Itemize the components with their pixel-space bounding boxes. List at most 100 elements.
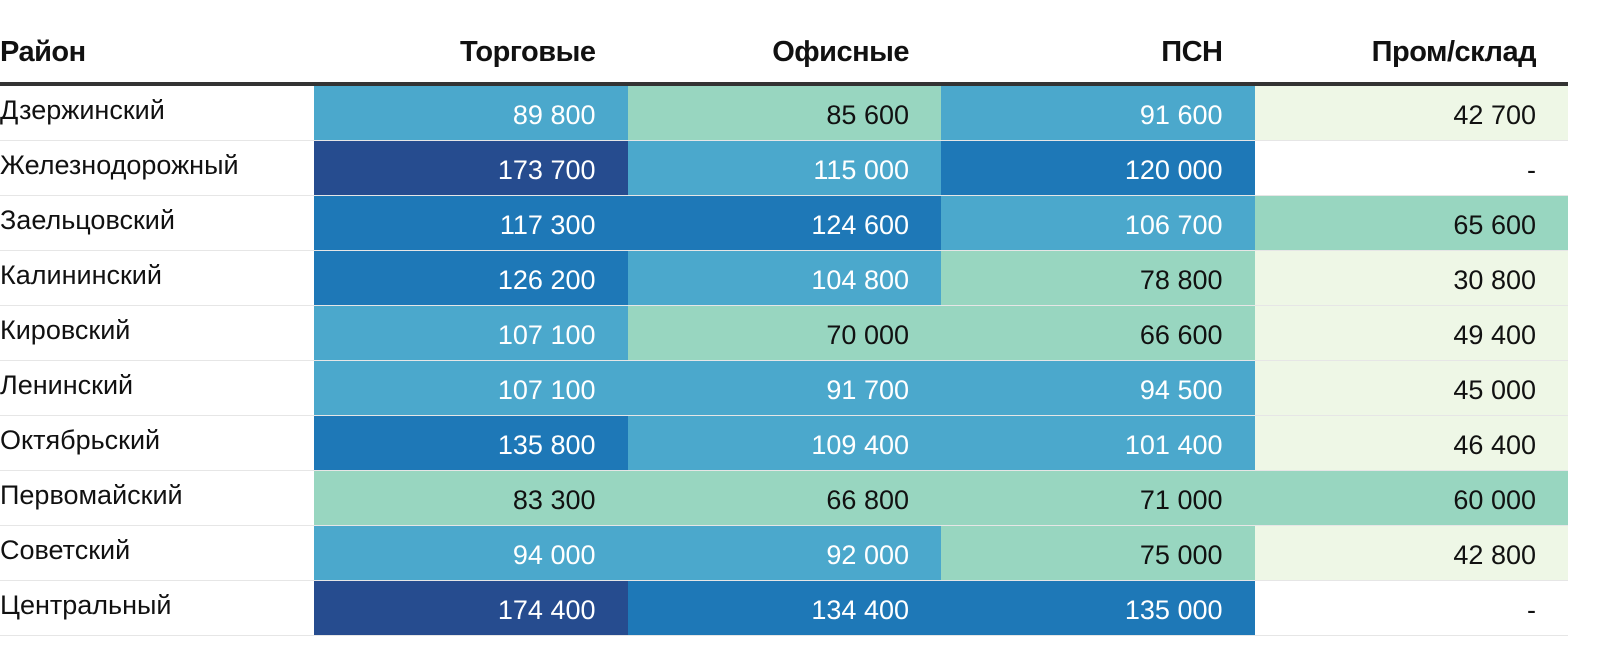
heatmap-cell: 117 300 (314, 195, 628, 251)
heatmap-cell: 94 000 (314, 525, 628, 581)
heatmap-cell: 107 100 (314, 360, 628, 416)
cell-value: 134 400 (811, 594, 909, 625)
cell-value: 92 000 (826, 539, 909, 570)
cell-value: 60 000 (1453, 484, 1536, 515)
cell-value: 66 800 (826, 484, 909, 515)
heatmap-cell: 92 000 (627, 525, 941, 581)
column-header-office[interactable]: Офисные (627, 22, 941, 86)
heatmap-cell: 101 400 (941, 415, 1255, 471)
district-name: Дзержинский (0, 94, 165, 125)
cell-value: 174 400 (497, 594, 596, 625)
heatmap-cell: 83 300 (314, 470, 628, 526)
table-row: Заельцовский 117 300 124 600 106 700 65 600 (0, 195, 1568, 251)
heatmap-cell: 107 100 (314, 305, 628, 361)
table-header-row: Район Торговые Офисные ПСН Пром/склад (0, 22, 1568, 86)
cell-value: 135 800 (497, 429, 596, 460)
table-row: Октябрьский 135 800 109 400 101 400 46 400 (0, 415, 1568, 471)
heatmap-cell: 124 600 (627, 195, 941, 251)
cell-value: 126 200 (497, 264, 596, 295)
cell-value: 83 300 (512, 484, 596, 515)
table-row: Центральный 174 400 134 400 135 000 - (0, 580, 1568, 636)
heatmap-cell: 65 600 (1254, 195, 1568, 251)
district-name: Советский (0, 534, 131, 565)
table-row: Советский 94 000 92 000 75 000 42 800 (0, 525, 1568, 581)
cell-value: 117 300 (499, 209, 596, 240)
district-name-cell: Октябрьский (0, 415, 314, 471)
heatmap-cell: 46 400 (1254, 415, 1568, 471)
district-name-cell: Железнодорожный (0, 140, 314, 196)
district-name: Первомайский (0, 479, 183, 510)
column-header-industrial[interactable]: Пром/склад (1254, 22, 1568, 86)
heatmap-cell: 104 800 (627, 250, 941, 306)
cell-value: 173 700 (497, 154, 596, 185)
cell-value: 91 600 (1139, 99, 1223, 130)
cell-value: 94 500 (1139, 374, 1223, 405)
cell-value: 42 800 (1453, 539, 1536, 570)
heatmap-table: Район Торговые Офисные ПСН Пром/склад Дз… (0, 22, 1568, 636)
heatmap-cell: 42 700 (1254, 84, 1568, 141)
heatmap-cell: 89 800 (314, 84, 628, 141)
district-name-cell: Ленинский (0, 360, 314, 416)
district-name: Железнодорожный (0, 149, 239, 180)
heatmap-cell: 60 000 (1254, 470, 1568, 526)
district-name-cell: Центральный (0, 580, 314, 636)
district-name-cell: Дзержинский (0, 84, 314, 141)
cell-value: 30 800 (1453, 264, 1536, 295)
cell-value: 78 800 (1139, 264, 1223, 295)
table-body: Дзержинский 89 800 85 600 91 600 42 700 Желез… (0, 84, 1568, 636)
heatmap-cell: 42 800 (1254, 525, 1568, 581)
column-header-psn[interactable]: ПСН (941, 22, 1255, 86)
heatmap-cell: 173 700 (314, 140, 628, 196)
heatmap-cell: 135 000 (941, 580, 1255, 636)
heatmap-cell: - (1254, 580, 1568, 636)
district-name: Заельцовский (0, 204, 175, 235)
heatmap-cell: 94 500 (941, 360, 1255, 416)
table-row: Кировский 107 100 70 000 66 600 49 400 (0, 305, 1568, 361)
cell-value: 109 400 (811, 429, 909, 460)
heatmap-cell: 91 700 (627, 360, 941, 416)
cell-value: 46 400 (1453, 429, 1536, 460)
district-name-cell: Советский (0, 525, 314, 581)
heatmap-cell: 174 400 (314, 580, 628, 636)
heatmap-cell: 91 600 (941, 84, 1255, 141)
cell-value: 107 100 (497, 319, 596, 350)
column-header-retail[interactable]: Торговые (314, 22, 628, 86)
district-name: Октябрьский (0, 424, 161, 455)
cell-value: 124 600 (811, 209, 909, 240)
district-name-cell: Заельцовский (0, 195, 314, 251)
cell-value: 104 800 (811, 264, 909, 295)
heatmap-cell: 71 000 (941, 470, 1255, 526)
district-name: Центральный (0, 589, 172, 620)
cell-value: 89 800 (512, 99, 596, 130)
heatmap-cell: 106 700 (941, 195, 1255, 251)
cell-value: 65 600 (1453, 209, 1536, 240)
heatmap-cell: 66 800 (627, 470, 941, 526)
heatmap-cell: 115 000 (627, 140, 941, 196)
heatmap-cell: 85 600 (627, 84, 941, 141)
heatmap-cell: - (1254, 140, 1568, 196)
heatmap-cell: 78 800 (941, 250, 1255, 306)
heatmap-cell: 49 400 (1254, 305, 1568, 361)
cell-value: 101 400 (1124, 429, 1223, 460)
table-row: Калининский 126 200 104 800 78 800 30 800 (0, 250, 1568, 306)
column-header-district[interactable]: Район (0, 22, 314, 86)
cell-value: 66 600 (1139, 319, 1223, 350)
cell-value: 107 100 (497, 374, 596, 405)
heatmap-cell: 134 400 (627, 580, 941, 636)
district-name-cell: Калининский (0, 250, 314, 306)
cell-value: 71 000 (1139, 484, 1223, 515)
heatmap-cell: 70 000 (627, 305, 941, 361)
cell-value: 120 000 (1124, 154, 1223, 185)
cell-value: 49 400 (1453, 319, 1536, 350)
cell-value: 42 700 (1453, 99, 1536, 130)
heatmap-cell: 120 000 (941, 140, 1255, 196)
district-name: Ленинский (0, 369, 134, 400)
heatmap-cell: 30 800 (1254, 250, 1568, 306)
district-name-cell: Кировский (0, 305, 314, 361)
cell-value: 115 000 (813, 154, 909, 185)
cell-value: 106 700 (1124, 209, 1223, 240)
table-row: Железнодорожный 173 700 115 000 120 000 - (0, 140, 1568, 196)
cell-value: 91 700 (826, 374, 909, 405)
heatmap-cell: 45 000 (1254, 360, 1568, 416)
